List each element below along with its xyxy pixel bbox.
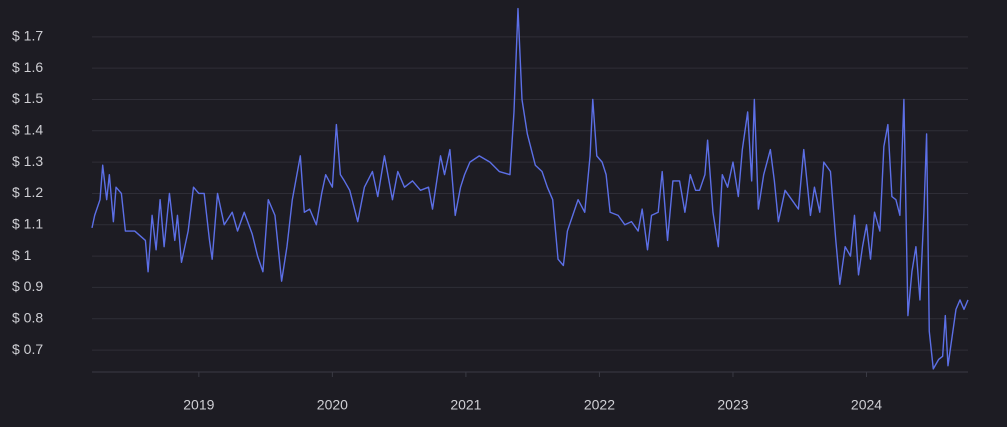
x-tick-label: 2020: [317, 397, 348, 413]
x-tick-label: 2024: [851, 397, 882, 413]
x-tick-label: 2023: [717, 397, 748, 413]
price-line: [91, 7, 969, 370]
x-tick-label: 2022: [584, 397, 615, 413]
y-tick-label: $ 1.2: [12, 184, 43, 200]
y-tick-label: $ 1.3: [12, 153, 43, 169]
x-tick-label: 2021: [450, 397, 481, 413]
y-tick-label: $ 1.5: [12, 90, 43, 106]
y-tick-label: $ 0.9: [12, 278, 43, 294]
y-tick-label: $ 1.4: [12, 122, 43, 138]
y-tick-label: $ 1.1: [12, 215, 43, 231]
y-tick-label: $ 0.8: [12, 309, 43, 325]
y-tick-label: $ 1.7: [12, 28, 43, 44]
y-tick-label: $ 1.6: [12, 59, 43, 75]
x-tick-label: 2019: [183, 397, 214, 413]
y-tick-label: $ 0.7: [12, 341, 43, 357]
y-tick-label: $ 1: [12, 247, 32, 263]
